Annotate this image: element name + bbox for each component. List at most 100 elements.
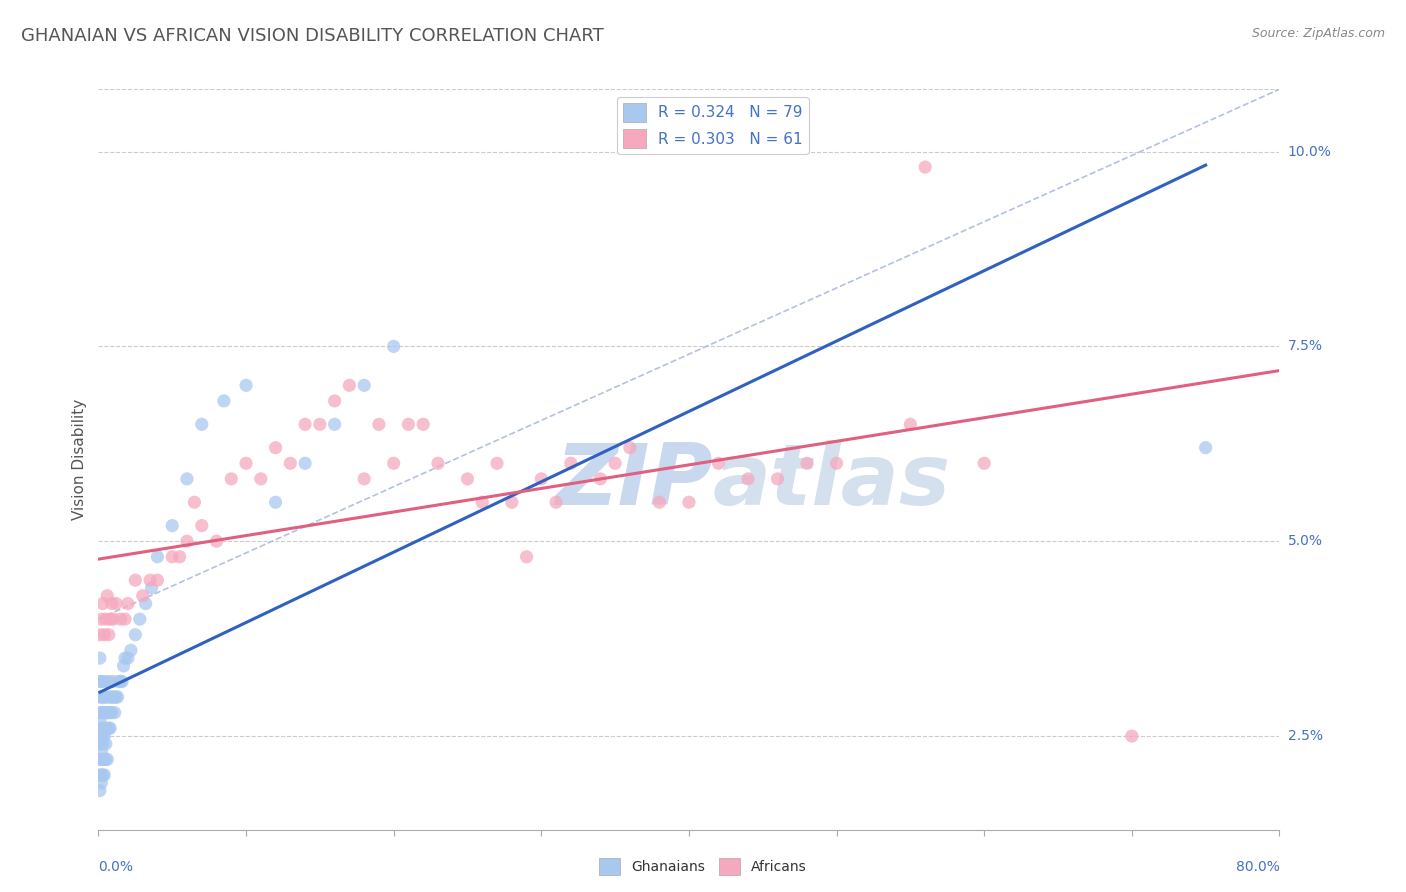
Point [191, 417, 214, 432]
Point [176, 534, 198, 549]
Point [1195, 441, 1218, 455]
Point [90, 612, 112, 626]
Point [128, 612, 150, 626]
Point [124, 628, 146, 642]
Point [91, 690, 114, 704]
Point [589, 472, 612, 486]
Point [235, 378, 257, 392]
Point [90, 721, 112, 735]
Point [93, 768, 115, 782]
Point [98, 690, 121, 704]
Point [619, 441, 641, 455]
Point [107, 690, 129, 704]
Point [91, 729, 114, 743]
Point [94, 721, 117, 735]
Point [108, 674, 131, 689]
Point [176, 472, 198, 486]
Point [93, 729, 115, 743]
Point [100, 706, 122, 720]
Text: GHANAIAN VS AFRICAN VISION DISABILITY CORRELATION CHART: GHANAIAN VS AFRICAN VISION DISABILITY CO… [21, 27, 603, 45]
Point [135, 597, 157, 611]
Point [678, 495, 700, 509]
Point [91, 597, 114, 611]
Point [89, 737, 111, 751]
Text: 2.5%: 2.5% [1288, 729, 1323, 743]
Point [294, 456, 316, 470]
Point [96, 706, 118, 720]
Point [90, 729, 112, 743]
Point [94, 690, 117, 704]
Point [124, 573, 146, 587]
Point [89, 651, 111, 665]
Point [323, 417, 346, 432]
Point [89, 714, 111, 728]
Point [90, 745, 112, 759]
Point [103, 612, 125, 626]
Point [90, 752, 112, 766]
Point [737, 472, 759, 486]
Point [139, 573, 162, 587]
Point [89, 690, 111, 704]
Point [110, 612, 132, 626]
Point [89, 706, 111, 720]
Point [280, 456, 302, 470]
Point [398, 417, 420, 432]
Text: Source: ZipAtlas.com: Source: ZipAtlas.com [1251, 27, 1385, 40]
Point [96, 721, 118, 735]
Point [707, 456, 730, 470]
Point [97, 674, 120, 689]
Point [94, 706, 117, 720]
Point [205, 534, 228, 549]
Point [1121, 729, 1143, 743]
Point [89, 674, 111, 689]
Point [382, 339, 405, 353]
Point [93, 706, 115, 720]
Point [221, 472, 243, 486]
Point [91, 721, 114, 735]
Point [93, 674, 115, 689]
Point [105, 690, 128, 704]
Point [323, 393, 346, 408]
Point [112, 659, 135, 673]
Point [114, 612, 136, 626]
Point [471, 495, 494, 509]
Point [264, 441, 287, 455]
Point [98, 706, 121, 720]
Point [191, 518, 214, 533]
Text: ZIP: ZIP [555, 440, 713, 523]
Point [100, 597, 122, 611]
Point [98, 721, 121, 735]
Point [132, 589, 155, 603]
Point [141, 581, 163, 595]
Point [427, 456, 450, 470]
Point [97, 721, 120, 735]
Point [353, 378, 375, 392]
Point [117, 651, 139, 665]
Point [104, 706, 127, 720]
Point [250, 472, 273, 486]
Point [111, 674, 134, 689]
Point [117, 597, 139, 611]
Point [825, 456, 848, 470]
Point [91, 706, 114, 720]
Point [546, 495, 568, 509]
Point [339, 378, 361, 392]
Text: 10.0%: 10.0% [1288, 145, 1331, 159]
Point [486, 456, 509, 470]
Point [412, 417, 434, 432]
Point [96, 690, 118, 704]
Point [264, 495, 287, 509]
Point [146, 573, 169, 587]
Legend: Ghanaians, Africans: Ghanaians, Africans [593, 853, 813, 880]
Point [501, 495, 523, 509]
Legend: R = 0.324   N = 79, R = 0.303   N = 61: R = 0.324 N = 79, R = 0.303 N = 61 [617, 97, 808, 154]
Point [91, 737, 114, 751]
Point [93, 690, 115, 704]
Point [766, 472, 789, 486]
Point [96, 589, 118, 603]
Point [90, 690, 112, 704]
Point [103, 674, 125, 689]
Point [91, 768, 114, 782]
Point [796, 456, 818, 470]
Point [648, 495, 671, 509]
